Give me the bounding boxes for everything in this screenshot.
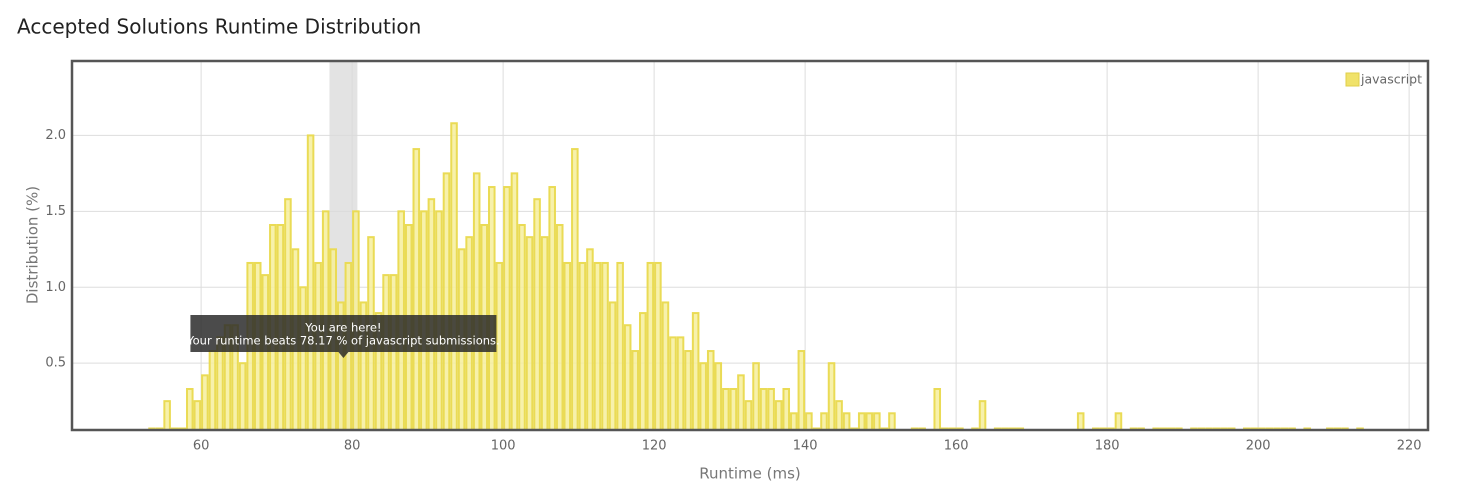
bar: [865, 412, 874, 430]
plot-frame: [70, 59, 1430, 432]
x-tick-label: 180: [1095, 439, 1120, 454]
y-tick-label: 0.5: [45, 356, 66, 371]
bar: [699, 362, 707, 430]
bar: [548, 186, 556, 430]
bar: [555, 224, 564, 430]
bar: [737, 374, 745, 430]
x-tick-label: 200: [1246, 439, 1271, 454]
bar: [835, 400, 843, 430]
bar: [261, 274, 270, 430]
bar: [1114, 412, 1123, 430]
bar: [503, 186, 511, 430]
legend-swatch: [1345, 72, 1360, 87]
bar: [873, 412, 881, 430]
tooltip-title: You are here!: [304, 321, 381, 335]
bar: [389, 274, 398, 430]
bar: [857, 412, 866, 430]
x-tick-label: 80: [344, 439, 361, 454]
bar: [978, 400, 987, 430]
bar: [163, 400, 171, 430]
bar: [797, 350, 806, 430]
bar: [669, 336, 677, 430]
bar: [186, 388, 194, 430]
bar: [608, 301, 617, 430]
bar: [684, 350, 692, 430]
bar: [525, 236, 534, 430]
bar: [208, 350, 217, 430]
bar: [472, 172, 481, 430]
bar: [790, 412, 798, 430]
bar: [571, 148, 579, 430]
bar: [412, 148, 421, 430]
bar: [722, 388, 730, 430]
bar: [299, 286, 307, 430]
bar: [616, 261, 624, 430]
bar: [842, 412, 851, 430]
bar: [676, 336, 685, 430]
bar: [337, 301, 345, 430]
bar: [193, 400, 202, 430]
bar: [450, 122, 458, 430]
bar: [533, 198, 541, 430]
bar: [540, 236, 549, 430]
y-tick-label: 1.5: [45, 204, 66, 219]
x-tick-label: 160: [944, 439, 969, 454]
bar: [714, 362, 723, 430]
bar: [201, 374, 209, 430]
bar: [691, 312, 700, 430]
bar: [488, 186, 496, 430]
bars: [148, 61, 1364, 430]
x-tick-label: 140: [793, 439, 818, 454]
legend-label[interactable]: javascript: [1360, 72, 1422, 87]
chart-title: Accepted Solutions Runtime Distribution: [17, 15, 421, 39]
bar: [729, 388, 738, 430]
bar: [631, 350, 640, 430]
bar: [442, 172, 451, 430]
bar: [1076, 412, 1085, 430]
bar: [744, 400, 753, 430]
bar: [646, 261, 655, 430]
bar: [820, 412, 828, 430]
bar: [661, 301, 670, 430]
bar: [827, 362, 836, 430]
tooltip-pointer: [338, 352, 349, 358]
bar: [782, 388, 791, 430]
bar: [510, 172, 519, 430]
x-tick-label: 220: [1397, 439, 1422, 454]
bar: [933, 388, 942, 430]
tooltip-text: Your runtime beats 78.17 % of javascript…: [186, 334, 500, 348]
bar: [593, 261, 602, 430]
x-tick-label: 100: [491, 439, 516, 454]
bar: [518, 224, 526, 430]
bar: [284, 198, 292, 430]
bar: [759, 388, 768, 430]
y-axis-label: Distribution (%): [24, 186, 42, 304]
bar: [563, 261, 572, 430]
tooltip: You are here!Your runtime beats 78.17 % …: [186, 315, 500, 358]
bar: [805, 412, 813, 430]
y-tick-label: 2.0: [45, 128, 66, 143]
bar: [888, 412, 896, 430]
bar: [623, 324, 632, 430]
bar: [706, 350, 715, 430]
x-tick-label: 120: [642, 439, 667, 454]
bar: [427, 198, 436, 430]
bar: [654, 261, 662, 430]
tooltip-box: [190, 315, 497, 352]
y-tick-label: 1.0: [45, 280, 66, 295]
bar: [774, 400, 783, 430]
bar: [238, 362, 247, 430]
bar: [359, 301, 368, 430]
bar: [382, 274, 390, 430]
bar: [639, 312, 647, 430]
bar: [586, 248, 594, 430]
x-axis-label: Runtime (ms): [699, 465, 801, 483]
bar: [578, 261, 587, 430]
bar: [767, 388, 775, 430]
bar: [306, 134, 315, 430]
bar: [752, 362, 760, 430]
bar: [601, 261, 609, 430]
x-tick-label: 60: [193, 439, 210, 454]
